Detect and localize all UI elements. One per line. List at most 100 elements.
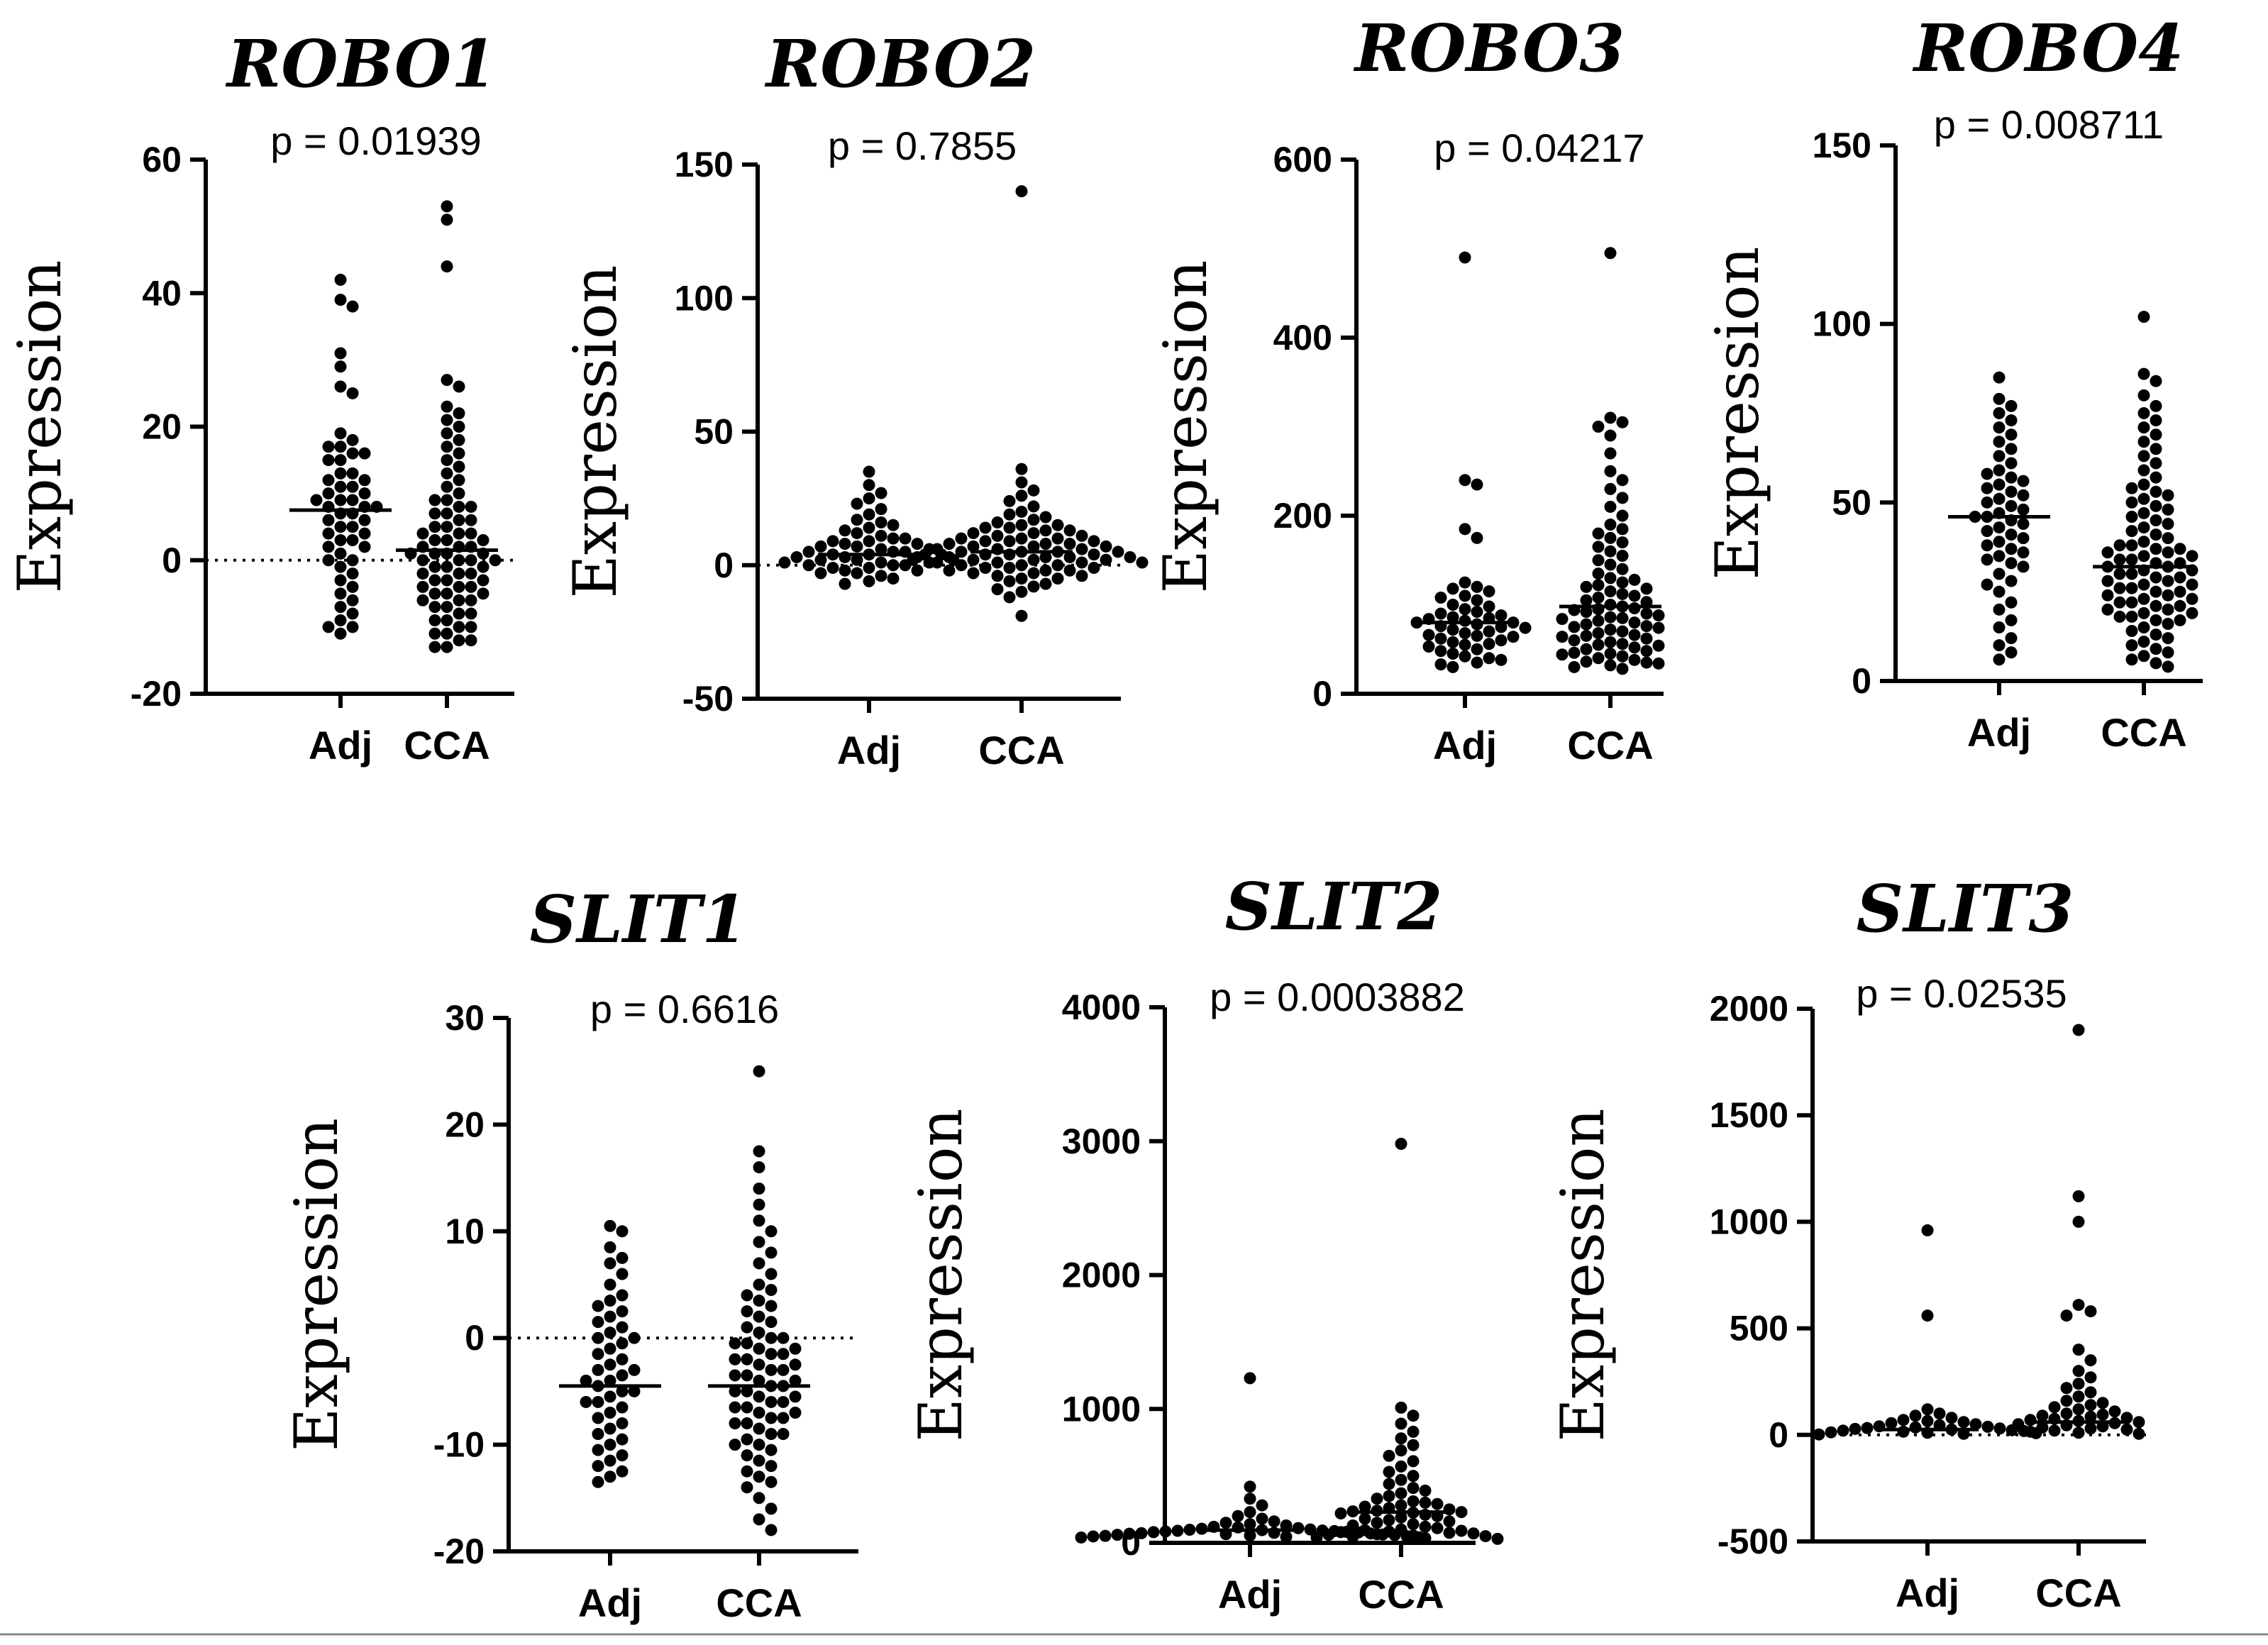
data-point-cca xyxy=(1568,646,1581,659)
data-point-cca xyxy=(931,556,944,569)
data-point-cca xyxy=(2036,1421,2049,1434)
data-point-adj xyxy=(875,503,887,516)
data-point-cca xyxy=(2186,578,2198,591)
data-point-cca xyxy=(465,527,477,540)
data-point-adj xyxy=(334,547,347,560)
data-point-adj xyxy=(1507,631,1520,643)
data-point-cca xyxy=(753,1470,765,1483)
data-point-cca xyxy=(2137,650,2150,663)
data-point-cca xyxy=(1395,1487,1407,1500)
data-point-cca xyxy=(2162,575,2174,587)
data-point-cca xyxy=(441,400,453,413)
data-point-adj xyxy=(346,567,359,580)
data-point-cca xyxy=(428,614,441,626)
data-point-adj xyxy=(1921,1224,1934,1236)
data-point-cca xyxy=(453,594,465,607)
data-point-cca xyxy=(441,427,453,440)
data-point-adj xyxy=(1183,1524,1196,1536)
data-point-cca xyxy=(453,634,465,647)
x-tick-label: CCA xyxy=(1567,723,1653,768)
data-point-cca xyxy=(753,1358,765,1371)
data-point-adj xyxy=(616,1401,629,1414)
data-point-cca xyxy=(2125,525,2138,538)
data-point-cca xyxy=(741,1385,753,1397)
data-point-adj xyxy=(334,380,347,393)
y-tick-label: 2000 xyxy=(1062,1256,1141,1295)
data-point-cca xyxy=(1604,648,1617,660)
data-point-cca xyxy=(2072,1344,2085,1356)
data-point-cca xyxy=(2012,1418,2025,1431)
data-point-cca xyxy=(1039,511,1052,524)
data-point-adj xyxy=(1471,478,1483,491)
data-point-cca xyxy=(2072,1190,2085,1202)
data-point-cca xyxy=(453,487,465,500)
data-point-adj xyxy=(1244,1480,1256,1493)
data-point-cca xyxy=(2150,628,2162,641)
data-point-cca xyxy=(1431,1522,1444,1534)
p-value-label: p = 0.008711 xyxy=(1934,102,2164,147)
data-point-cca xyxy=(1568,660,1581,673)
chart-panel-robo2: ROBO2 p = 0.7855 Expression -50 0 50 100 150 Adj… xyxy=(560,26,1149,772)
data-point-adj xyxy=(2005,428,2018,441)
data-point-cca xyxy=(453,527,465,540)
data-point-cca xyxy=(1479,1530,1492,1543)
y-axis-label: Expression xyxy=(1703,246,1772,580)
data-point-cca xyxy=(2072,1365,2085,1378)
data-point-cca xyxy=(1395,1138,1407,1151)
data-point-cca xyxy=(2137,550,2150,563)
y-tick-label: -20 xyxy=(131,674,182,714)
data-point-cca xyxy=(765,1524,778,1536)
data-point-cca xyxy=(1604,558,1617,571)
data-point-cca xyxy=(2096,1397,2109,1409)
data-point-cca xyxy=(2137,421,2150,434)
data-point-adj xyxy=(1861,1422,1874,1434)
data-point-cca xyxy=(729,1401,741,1414)
data-point-cca xyxy=(1592,567,1605,580)
axes xyxy=(1810,1009,2146,1544)
data-point-adj xyxy=(875,487,887,499)
data-point-cca xyxy=(428,627,441,640)
data-point-adj xyxy=(1446,611,1459,624)
data-point-cca xyxy=(2120,1423,2133,1436)
data-point-adj xyxy=(346,480,359,493)
data-point-cca xyxy=(2133,1427,2145,1440)
data-point-cca xyxy=(465,607,477,620)
data-point-adj xyxy=(1446,636,1459,648)
data-point-adj xyxy=(1483,625,1495,638)
data-point-cca xyxy=(2150,614,2162,626)
data-point-cca xyxy=(741,1433,753,1446)
data-point-adj xyxy=(334,467,347,480)
data-point-cca xyxy=(991,570,1004,582)
data-point-adj xyxy=(1446,624,1459,636)
data-point-cca xyxy=(2125,610,2138,623)
chart-panel-robo4: ROBO4 p = 0.008711 Expression 0 50 100 150 Adj C… xyxy=(1703,10,2203,755)
data-point-cca xyxy=(741,1449,753,1462)
data-point-adj xyxy=(887,532,900,545)
data-point-cca xyxy=(1015,463,1028,475)
data-point-adj xyxy=(604,1358,616,1371)
data-point-cca xyxy=(1431,1497,1444,1510)
data-point-cca xyxy=(1556,631,1569,643)
chart-title: ROBO1 xyxy=(225,26,497,102)
data-point-cca xyxy=(765,1348,778,1361)
data-point-cca xyxy=(1652,621,1665,634)
data-point-cca xyxy=(441,374,453,387)
data-point-adj xyxy=(1244,1529,1256,1542)
y-tick-label: 50 xyxy=(694,412,734,452)
data-point-adj xyxy=(604,1390,616,1403)
data-point-adj xyxy=(334,294,347,306)
data-point-cca xyxy=(1616,650,1629,663)
data-point-cca xyxy=(441,534,453,547)
data-point-cca xyxy=(1592,627,1605,640)
data-point-adj xyxy=(839,524,851,537)
data-point-adj xyxy=(334,427,347,440)
data-point-cca xyxy=(2048,1401,2061,1414)
data-point-cca xyxy=(2072,1427,2085,1439)
data-point-adj xyxy=(2005,575,2018,587)
x-tick-label: Adj xyxy=(837,728,901,772)
y-tick-label: 2000 xyxy=(1710,989,1788,1029)
data-point-cca xyxy=(1616,638,1629,650)
y-tick-label: 150 xyxy=(1813,126,1871,165)
data-point-adj xyxy=(911,538,924,550)
data-point-cca xyxy=(2084,1399,2097,1412)
